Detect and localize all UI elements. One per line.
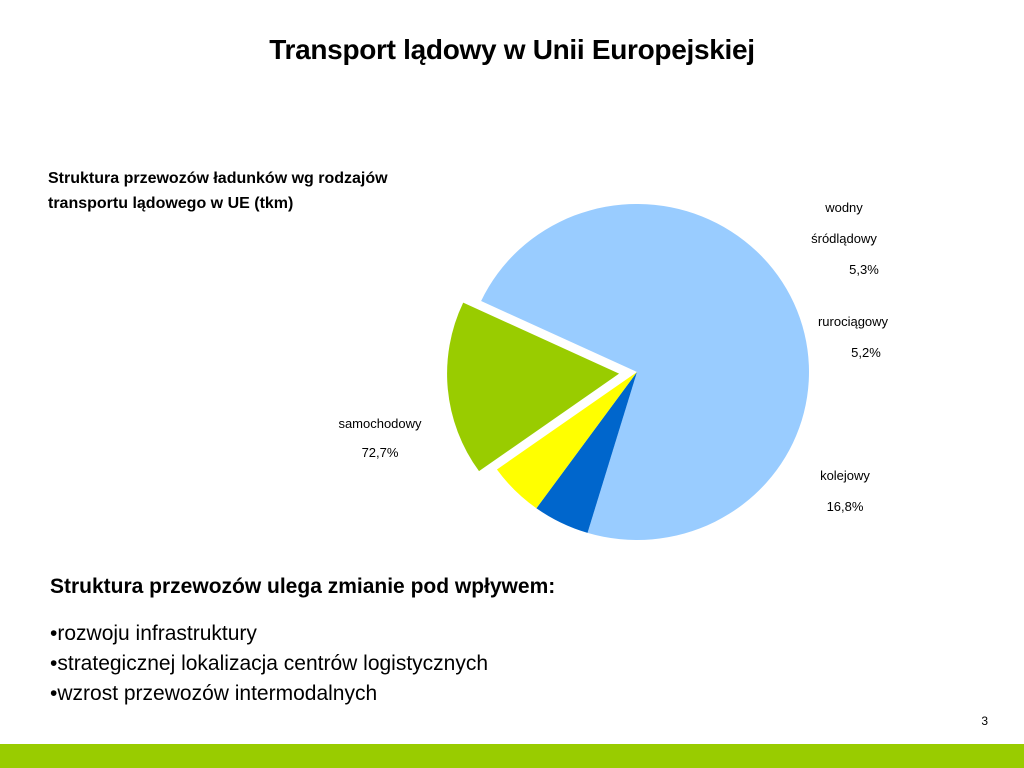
chart-title: Struktura przewozów ładunków wg rodzajów… [48,166,468,216]
slice-value-wodny: 5,3% [849,262,879,277]
slice-name-wodny-line-2: śródlądowy [811,231,877,246]
chart-title-line-2: transportu lądowego w UE (tkm) [48,195,294,212]
slice-name-wodny-line-1: wodny [825,200,863,215]
pie-slice-1 [536,372,637,533]
footer-bar [0,744,1024,768]
pie-slice-0 [481,204,809,541]
pie-slice-2 [496,372,637,509]
slide-title: Transport lądowy w Unii Europejskiej [269,34,755,65]
slice-name-samochodowy: samochodowy [338,416,422,431]
notes-bullet: strategicznej lokalizacja centrów logist… [50,649,555,679]
slice-label-kolejowy: kolejowy 16,8% [800,460,890,522]
chart-title-line-1: Struktura przewozów ładunków wg rodzajów [48,170,388,187]
slice-label-samochodowy: samochodowy 72,7% [325,416,435,460]
notes-heading: Struktura przewozów ulega zmianie pod wp… [50,575,556,598]
slice-name-rurociagowy: rurociągowy [817,314,889,329]
page-number: 3 [981,714,988,728]
slice-label-rurociagowy: rurociągowy 5,2% [808,306,898,368]
notes-bullet: wzrost przewozów intermodalnych [50,679,555,709]
slice-name-kolejowy: kolejowy [820,468,870,483]
slice-value-samochodowy: 72,7% [361,445,399,460]
notes-list: rozwoju infrastruktury strategicznej lok… [50,619,555,709]
slice-value-rurociagowy: 5,2% [851,345,881,360]
notes-block: Struktura przewozów ulega zmianie pod wp… [50,575,555,709]
notes-bullet: rozwoju infrastruktury [50,619,555,649]
slice-label-wodny: wodny śródlądowy 5,3% [784,192,904,285]
pie-slice-3 [447,302,620,472]
slice-value-kolejowy: 16,8% [826,499,864,514]
